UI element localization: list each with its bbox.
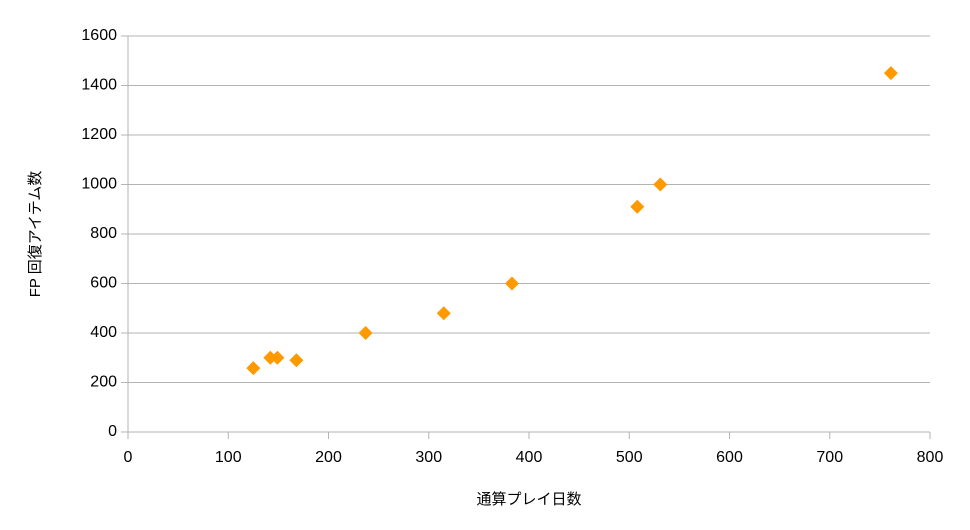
scatter-point: [653, 177, 668, 192]
y-axis-label: FP 回復アイテム数: [27, 171, 44, 298]
scatter-point: [883, 66, 898, 81]
scatter-point: [436, 306, 451, 321]
x-tick-label: 800: [917, 449, 944, 466]
y-tick-label: 0: [108, 423, 117, 440]
scatter-point: [358, 326, 373, 340]
y-tick-label: 1600: [81, 27, 117, 44]
scatter-point: [263, 350, 278, 365]
scatter-point: [289, 353, 304, 368]
y-tick-label: 400: [90, 324, 117, 341]
x-tick-label: 500: [616, 449, 643, 466]
x-tick-label: 0: [124, 449, 133, 466]
scatter-point: [504, 276, 519, 291]
x-tick-label: 400: [516, 449, 543, 466]
scatter-point: [630, 199, 645, 214]
y-tick-label: 1200: [81, 126, 117, 143]
y-tick-label: 1000: [81, 176, 117, 193]
x-tick-label: 700: [816, 449, 843, 466]
x-axis-label: 通算プレイ日数: [476, 490, 581, 508]
x-tick-label: 600: [716, 449, 743, 466]
y-tick-label: 1400: [81, 77, 117, 94]
y-tick-label: 600: [90, 275, 117, 292]
scatter-point: [246, 361, 261, 376]
scatter-point: [270, 350, 285, 365]
x-tick-label: 100: [215, 449, 242, 466]
x-tick-label: 300: [415, 449, 442, 466]
y-tick-label: 800: [90, 225, 117, 242]
x-tick-label: 200: [315, 449, 342, 466]
y-tick-label: 200: [90, 374, 117, 391]
